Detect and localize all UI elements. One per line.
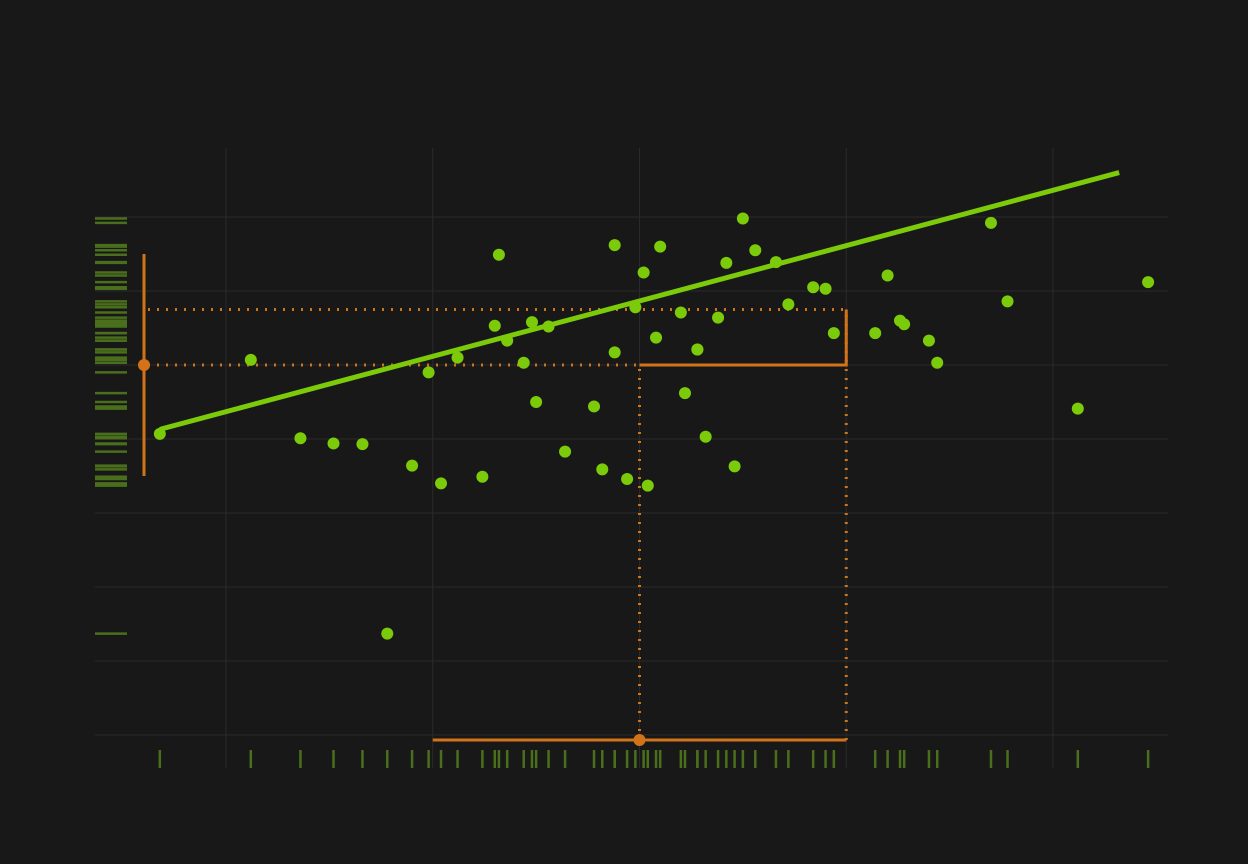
data-point [559,445,572,458]
data-point [650,331,663,344]
data-point [596,463,609,476]
data-point [807,281,820,294]
data-point [984,216,997,229]
slope-triangle [639,309,848,367]
data-point [931,356,944,369]
data-point [654,240,667,253]
data-point [1071,402,1084,415]
data-point [922,334,935,347]
data-point [476,470,489,483]
data-point [1001,295,1014,308]
data-point [244,353,257,366]
data-point [898,318,911,331]
data-point [869,327,882,340]
data-point [749,244,762,257]
highlight-markers [138,359,646,746]
data-point [1142,276,1155,289]
data-point [406,459,419,472]
data-point [588,400,601,413]
y-rug [95,217,127,635]
data-point [641,479,654,492]
x-rug [158,750,1150,768]
data-point [488,319,501,332]
data-point [678,387,691,400]
data-point [736,212,749,225]
data-point [608,346,621,359]
data-point [492,248,505,261]
data-point [691,343,704,356]
data-point [637,266,650,279]
data-point [517,356,530,369]
data-point [294,432,307,445]
data-point [525,316,538,329]
data-point [381,627,394,640]
data-point [728,460,741,473]
data-point [422,366,435,379]
data-point [530,396,543,408]
data-point [819,282,832,295]
regression-line [159,170,1120,432]
regression-line-group [159,170,1120,432]
data-point [435,477,448,490]
grid [95,148,1168,768]
data-point [327,437,340,450]
data-point [621,472,634,485]
data-point [782,298,795,311]
data-points [153,212,1155,640]
data-point [451,351,464,364]
y-point-marker [138,359,150,371]
data-point [712,311,725,324]
data-point [699,430,712,443]
data-point [608,239,621,252]
data-point [356,438,369,451]
data-point [674,306,687,319]
x-point-marker [633,734,646,746]
data-point [720,256,733,269]
data-point [827,327,840,340]
data-point [881,269,894,282]
